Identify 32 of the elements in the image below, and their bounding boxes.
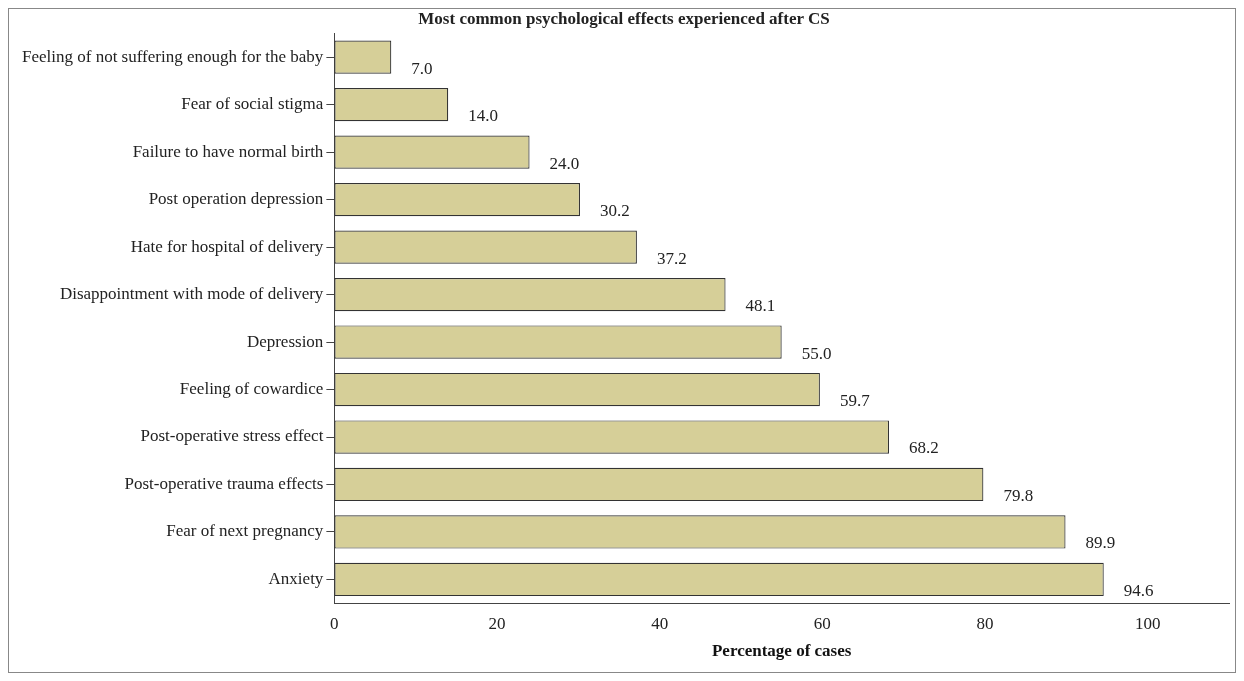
y-tick-label: Post operation depression <box>148 189 324 209</box>
y-tick-label: Post-operative stress effect <box>140 426 324 446</box>
x-axis-title: Percentage of cases <box>711 641 852 661</box>
data-label: 79.8 <box>1003 485 1034 505</box>
y-tick-label: Fear of social stigma <box>181 94 324 114</box>
x-tick-label: 80 <box>976 613 994 633</box>
y-tick-label: Anxiety <box>268 568 324 588</box>
y-tick-label: Failure to have normal birth <box>132 141 324 161</box>
data-label: 94.6 <box>1123 580 1154 600</box>
data-label: 7.0 <box>411 58 433 78</box>
y-tick-label: Disappointment with mode of delivery <box>59 284 324 304</box>
data-label: 48.1 <box>745 296 776 316</box>
y-tick-label: Fear of next pregnancy <box>166 521 324 541</box>
x-tick-label: 60 <box>813 613 831 633</box>
x-tick-label: 40 <box>651 613 669 633</box>
y-tick-label: Feeling of not suffering enough for the baby <box>21 46 324 66</box>
y-tick-label: Feeling of cowardice <box>179 378 324 398</box>
chart-title: Most common psychological effects experienced after CS <box>418 8 830 28</box>
data-label: 89.9 <box>1085 533 1116 553</box>
data-label: 55.0 <box>801 343 832 363</box>
data-label: 30.2 <box>599 201 630 221</box>
data-label: 59.7 <box>839 390 871 410</box>
x-tick-label: 20 <box>488 613 506 633</box>
data-label: 68.2 <box>909 438 939 458</box>
y-tick-label: Post-operative trauma effects <box>124 473 324 493</box>
y-tick-label: Depression <box>246 331 324 351</box>
data-label: 24.0 <box>549 153 580 173</box>
data-label: 37.2 <box>656 248 687 268</box>
data-label: 14.0 <box>468 106 498 126</box>
x-tick-label: 0 <box>330 613 339 633</box>
y-tick-label: Hate for hospital of delivery <box>130 236 324 256</box>
x-tick-label: 100 <box>1134 613 1161 633</box>
